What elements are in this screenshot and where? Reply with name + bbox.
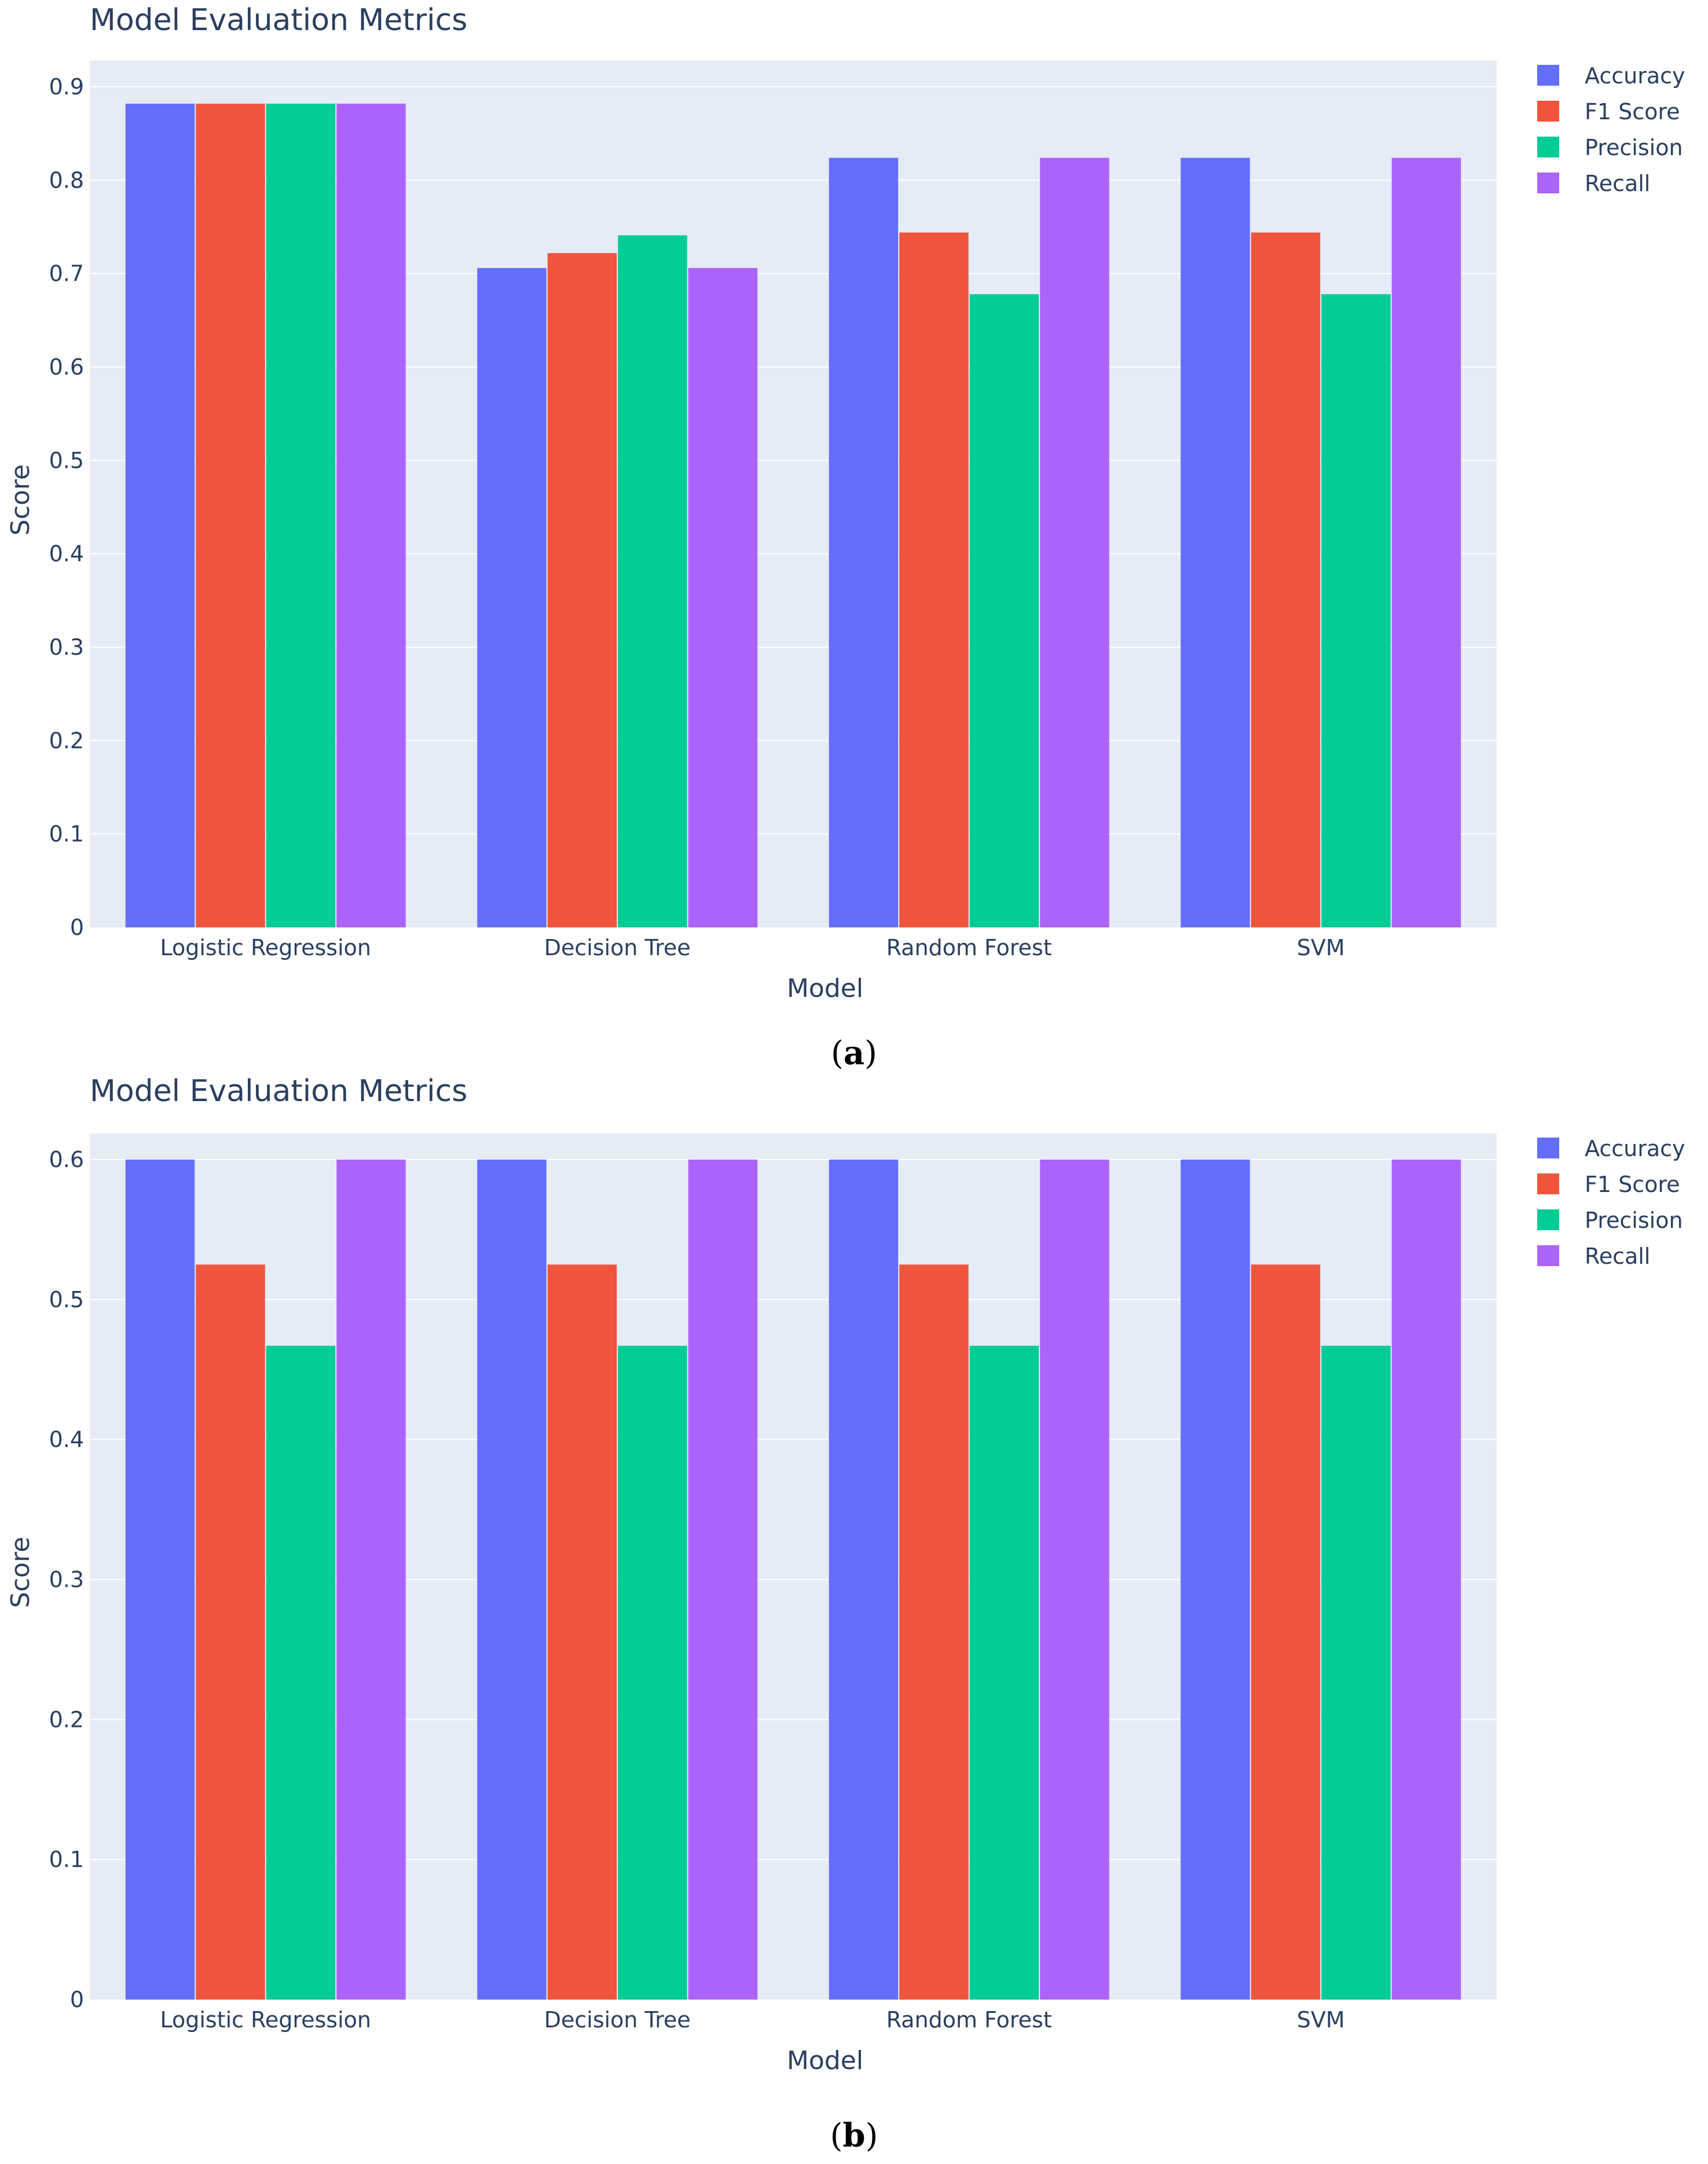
bar-precision-logistic-regression (266, 1345, 336, 2000)
bar-precision-random-forest (969, 294, 1039, 927)
bar-precision-svm (1321, 294, 1391, 927)
bar-recall-decision-tree (688, 267, 758, 927)
legend-label[interactable]: F1 Score (1585, 1172, 1680, 1197)
chart-title: Model Evaluation Metrics (90, 3, 467, 38)
x-axis-title: Model (787, 2046, 863, 2075)
bar-f1-score-random-forest (899, 232, 969, 928)
y-axis-title: Score (6, 464, 35, 536)
bar-accuracy-random-forest (829, 157, 899, 928)
y-tick-label: 0.2 (49, 1707, 84, 1732)
caption-a: (a) (831, 1034, 877, 1072)
bar-recall-random-forest (1040, 157, 1109, 928)
bar-recall-logistic-regression (336, 104, 406, 927)
y-tick-label: 0.8 (49, 167, 84, 193)
y-axis-title: Score (6, 1536, 35, 1608)
bar-accuracy-random-forest (829, 1160, 899, 2000)
bar-accuracy-svm (1181, 157, 1250, 928)
x-tick-label: SVM (1297, 2007, 1345, 2033)
legend-swatch[interactable] (1537, 65, 1559, 86)
bar-precision-decision-tree (618, 235, 687, 927)
legend-swatch[interactable] (1537, 1245, 1559, 1266)
x-tick-label: Decision Tree (544, 2007, 691, 2033)
y-tick-label: 0 (70, 1987, 84, 2012)
legend-label[interactable]: Precision (1585, 1208, 1683, 1233)
y-tick-label: 0.5 (49, 1287, 84, 1312)
bar-accuracy-logistic-regression (125, 1160, 195, 2000)
bar-f1-score-logistic-regression (196, 104, 265, 927)
bar-precision-logistic-regression (266, 104, 336, 927)
bar-recall-svm (1391, 1160, 1461, 2000)
x-tick-label: SVM (1297, 935, 1345, 960)
bar-f1-score-random-forest (899, 1264, 969, 2000)
legend-swatch[interactable] (1537, 137, 1559, 157)
bar-accuracy-svm (1181, 1160, 1250, 2000)
y-tick-label: 0.4 (49, 541, 84, 567)
y-tick-label: 0.3 (49, 634, 84, 660)
legend-label[interactable]: Recall (1585, 171, 1650, 196)
bar-recall-decision-tree (688, 1160, 758, 2000)
x-tick-label: Logistic Regression (160, 935, 371, 960)
bar-recall-logistic-regression (336, 1160, 406, 2000)
chart-panel-b: Model Evaluation Metrics 0 0.1 0.2 0.3 0.4 0.5… (6, 1074, 1685, 2075)
legend-label[interactable]: Accuracy (1585, 1136, 1685, 1161)
y-tick-label: 0.6 (49, 354, 84, 380)
bar-f1-score-svm (1251, 232, 1321, 928)
chart-title: Model Evaluation Metrics (90, 1074, 467, 1109)
bar-f1-score-decision-tree (547, 1264, 617, 2000)
y-tick-label: 0.5 (49, 448, 84, 473)
y-tick-label: 0.3 (49, 1567, 84, 1593)
bar-precision-svm (1321, 1345, 1391, 2000)
bar-recall-random-forest (1040, 1160, 1109, 2000)
chart-panel-a: Model Evaluation Metrics 0 0.1 0.2 0.3 0.4 0.5… (6, 3, 1685, 1003)
legend-swatch[interactable] (1537, 1173, 1559, 1194)
x-tick-label: Random Forest (886, 2007, 1052, 2033)
bar-f1-score-decision-tree (547, 253, 617, 927)
y-tick-label: 0.9 (49, 74, 84, 100)
caption-b: (b) (830, 2117, 878, 2155)
y-tick-label: 0.2 (49, 728, 84, 753)
legend-swatch[interactable] (1537, 1138, 1559, 1158)
bar-f1-score-logistic-regression (196, 1264, 265, 2000)
y-tick-label: 0.4 (49, 1427, 84, 1453)
bar-accuracy-decision-tree (477, 1160, 547, 2000)
y-tick-label: 0.7 (49, 261, 84, 287)
x-tick-label: Random Forest (886, 935, 1052, 960)
x-tick-label: Decision Tree (544, 935, 691, 960)
legend-swatch[interactable] (1537, 1209, 1559, 1230)
legend-label[interactable]: Recall (1585, 1244, 1650, 1269)
bar-precision-random-forest (969, 1345, 1039, 2000)
legend-label[interactable]: Precision (1585, 135, 1683, 160)
y-tick-label: 0.6 (49, 1147, 84, 1172)
legend-label[interactable]: F1 Score (1585, 99, 1680, 124)
x-axis-title: Model (787, 974, 863, 1003)
legend-swatch[interactable] (1537, 101, 1559, 122)
legend-label[interactable]: Accuracy (1585, 63, 1685, 89)
x-tick-label: Logistic Regression (160, 2007, 371, 2033)
y-tick-label: 0 (70, 915, 84, 940)
bar-recall-svm (1391, 157, 1461, 928)
y-tick-label: 0.1 (49, 1847, 84, 1872)
y-tick-label: 0.1 (49, 821, 84, 847)
bar-precision-decision-tree (618, 1345, 687, 2000)
legend-swatch[interactable] (1537, 173, 1559, 193)
bar-accuracy-decision-tree (477, 267, 547, 927)
bar-accuracy-logistic-regression (125, 104, 195, 927)
bar-f1-score-svm (1251, 1264, 1321, 2000)
